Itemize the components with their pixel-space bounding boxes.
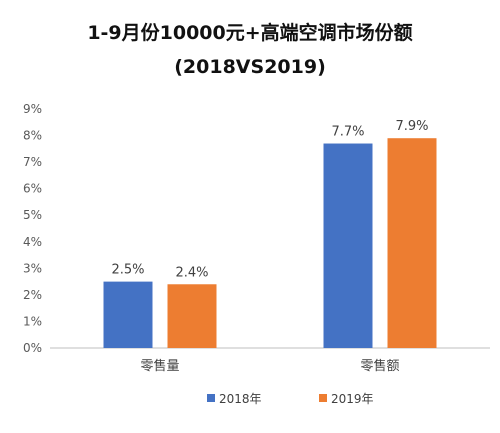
legend-label: 2018年	[219, 392, 262, 406]
y-tick-label: 4%	[23, 235, 42, 249]
y-tick-label: 1%	[23, 314, 42, 328]
legend-swatch-2019	[319, 394, 327, 402]
bar-2018-value	[323, 143, 373, 348]
data-label: 2.5%	[111, 263, 144, 278]
y-tick-label: 6%	[23, 182, 42, 196]
chart-title-line-2: (2018VS2019)	[174, 56, 326, 78]
chart-title-line-1: 1-9月份10000元+高端空调市场份额	[87, 22, 413, 44]
y-tick-label: 7%	[23, 155, 42, 169]
data-label: 7.9%	[395, 119, 428, 134]
y-tick-label: 8%	[23, 129, 42, 143]
bar-2019-value	[387, 138, 437, 348]
legend-swatch-2018	[207, 394, 215, 402]
y-tick-label: 5%	[23, 208, 42, 222]
bar-2019-volume	[167, 284, 217, 348]
data-label: 7.7%	[331, 125, 364, 140]
y-tick-label: 2%	[23, 288, 42, 302]
x-tick-label: 零售量	[140, 358, 179, 374]
y-tick-label: 0%	[23, 341, 42, 355]
bar-2018-volume	[103, 281, 153, 348]
data-label: 2.4%	[175, 265, 208, 280]
y-tick-label: 9%	[23, 102, 42, 116]
y-tick-label: 3%	[23, 261, 42, 275]
legend-label: 2019年	[331, 392, 374, 406]
x-tick-label: 零售额	[360, 358, 399, 374]
